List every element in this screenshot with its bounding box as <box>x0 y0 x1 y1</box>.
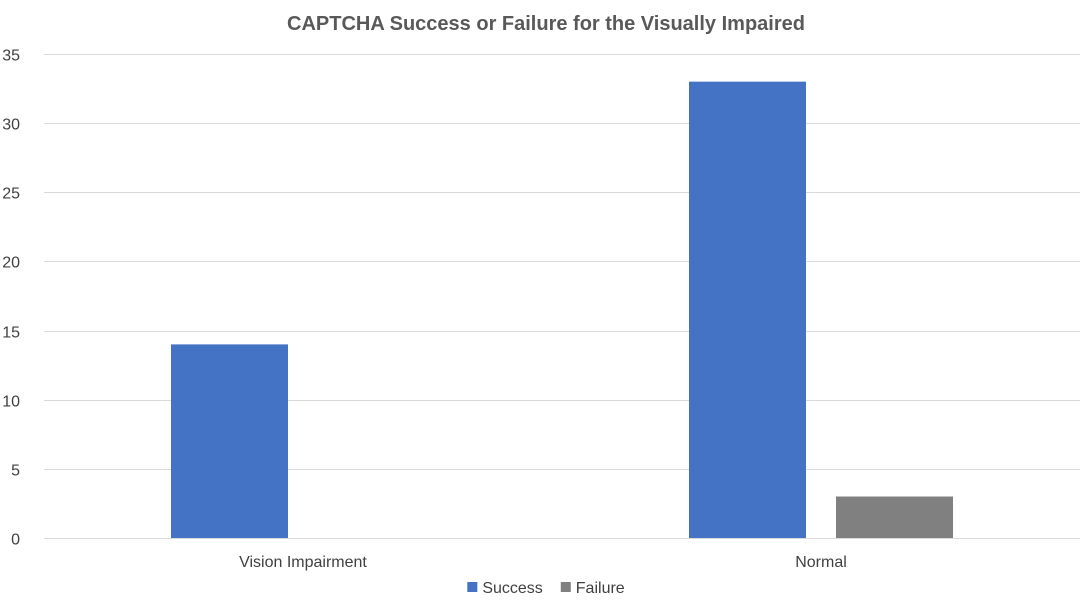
y-tick-label: 30 <box>2 117 20 134</box>
y-tick-label: 25 <box>2 186 20 203</box>
legend-label: Failure <box>576 580 625 597</box>
x-tick-label: Normal <box>795 554 847 571</box>
bars <box>171 81 953 539</box>
legend-swatch-failure <box>560 582 571 592</box>
legend-item-failure: Failure <box>560 580 625 597</box>
y-axis-tick-labels: 0 5 10 15 20 25 30 35 <box>2 48 20 549</box>
x-axis-tick-labels: Vision Impairment Normal <box>239 554 847 571</box>
legend: Success Failure <box>467 580 625 597</box>
y-tick-label: 15 <box>2 325 20 342</box>
y-tick-label: 20 <box>2 255 20 272</box>
legend-label: Success <box>482 580 542 597</box>
y-tick-label: 5 <box>11 463 20 480</box>
chart-title: CAPTCHA Success or Failure for the Visua… <box>287 13 805 35</box>
bar-success-vision-impairment <box>171 344 288 538</box>
legend-item-success: Success <box>467 580 543 597</box>
y-tick-label: 35 <box>2 48 20 65</box>
bar-success-normal <box>689 81 806 539</box>
y-tick-label: 0 <box>11 532 20 549</box>
x-tick-label: Vision Impairment <box>239 554 367 571</box>
bar-failure-normal <box>836 496 953 538</box>
legend-swatch-success <box>467 582 478 592</box>
y-tick-label: 10 <box>2 394 20 411</box>
